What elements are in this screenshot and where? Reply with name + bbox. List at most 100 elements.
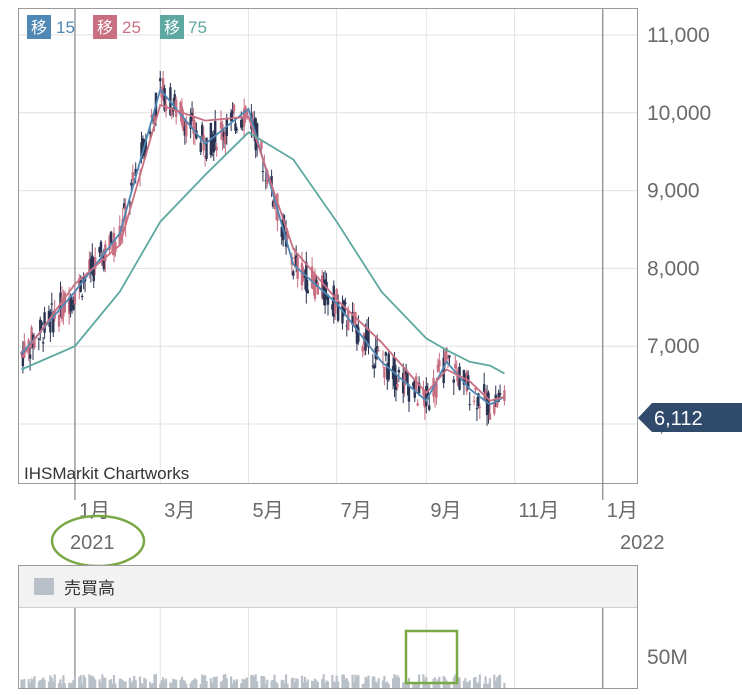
- volume-bar: [446, 683, 450, 688]
- volume-bar: [173, 679, 176, 688]
- candle-body: [383, 366, 386, 378]
- legend-chip-25: [93, 15, 117, 39]
- candle-body: [433, 394, 437, 397]
- candle-body: [465, 371, 469, 392]
- volume-bar: [189, 683, 192, 688]
- x-tick-label: 1月: [607, 500, 638, 522]
- candle-body: [347, 310, 350, 331]
- volume-bar: [394, 676, 398, 688]
- candle-body: [271, 201, 275, 207]
- candle-body: [134, 168, 137, 176]
- candle-body: [344, 302, 347, 305]
- volume-bar: [37, 681, 40, 688]
- volume-bar: [273, 674, 276, 688]
- volume-bar: [39, 679, 42, 688]
- candle-body: [315, 279, 318, 284]
- candle-body: [316, 282, 320, 295]
- volume-bar: [331, 674, 334, 688]
- volume-bar: [332, 681, 335, 688]
- volume-bar: [485, 683, 489, 688]
- volume-bar: [99, 682, 103, 688]
- candle-body: [361, 346, 364, 352]
- candle-body: [442, 357, 445, 384]
- candle-body: [387, 353, 390, 380]
- candle-body: [443, 351, 447, 364]
- volume-bar: [426, 682, 429, 688]
- volume-bar: [180, 676, 184, 688]
- candle-body: [477, 393, 480, 406]
- candle-body: [72, 304, 75, 310]
- volume-bar: [396, 675, 399, 688]
- volume-bar: [33, 676, 36, 688]
- volume-bar: [159, 683, 162, 688]
- x-axis-labels: 1月 3月 5月 7月 9月 11月 1月: [79, 500, 638, 522]
- volume-bar: [325, 680, 328, 688]
- volume-bar: [303, 676, 306, 688]
- candle-body: [141, 138, 145, 157]
- candle-body: [417, 382, 421, 394]
- volume-bar: [465, 682, 468, 688]
- volume-bar: [266, 679, 269, 688]
- volume-header-bar: [19, 566, 637, 607]
- candle-body: [294, 255, 298, 267]
- volume-bar: [163, 680, 166, 688]
- volume-bar: [271, 680, 275, 688]
- candle-body: [261, 171, 265, 173]
- volume-bar: [467, 682, 470, 688]
- candle-body: [475, 408, 479, 410]
- legend-number-15: 15: [56, 18, 75, 37]
- volume-bars: [20, 674, 506, 688]
- legend-chip-75: [160, 15, 184, 39]
- volume-bar: [102, 677, 105, 688]
- volume-bar: [282, 679, 285, 688]
- candle-body: [270, 176, 273, 188]
- candle-body: [203, 155, 207, 158]
- candle-body: [495, 401, 499, 408]
- candle-body: [394, 375, 398, 391]
- volume-gridlines: [74, 608, 604, 688]
- y-tick-label: 7,000: [647, 335, 700, 358]
- candle-body: [131, 172, 134, 181]
- candle-body: [112, 233, 116, 256]
- candle-body: [354, 311, 357, 328]
- volume-bar: [253, 676, 256, 688]
- candle-body: [70, 299, 74, 304]
- candle-body: [412, 382, 415, 387]
- candle-body: [293, 256, 296, 259]
- volume-bar: [231, 683, 234, 688]
- candle-body: [99, 241, 103, 253]
- candle-body: [367, 328, 370, 348]
- volume-legend-label: 売買高: [64, 579, 115, 598]
- volume-bar: [183, 680, 186, 688]
- chartworks-watermark: IHSMarkit Chartworks: [24, 464, 189, 483]
- volume-bar: [397, 677, 400, 688]
- volume-bar: [185, 683, 188, 688]
- volume-bar: [81, 683, 84, 688]
- candle-body: [260, 140, 263, 149]
- volume-bar: [475, 682, 479, 688]
- volume-bar: [458, 677, 461, 688]
- volume-bar: [403, 682, 406, 688]
- volume-bar: [232, 679, 236, 688]
- volume-bar: [347, 681, 350, 688]
- candle-body: [406, 373, 409, 385]
- candle-body: [438, 360, 441, 367]
- candle-body: [474, 388, 477, 390]
- candle-body: [163, 87, 166, 111]
- volume-bar: [493, 674, 496, 688]
- volume-bar: [386, 681, 389, 688]
- volume-bar: [416, 682, 419, 688]
- current-price-tag: 6,112: [638, 403, 742, 432]
- candle-body: [93, 257, 97, 269]
- volume-bar: [112, 674, 116, 688]
- volume-bar: [164, 678, 168, 688]
- candle-body: [325, 281, 328, 289]
- volume-bar: [245, 677, 249, 688]
- volume-bar: [250, 675, 253, 688]
- candle-body: [118, 225, 121, 246]
- candle-body: [493, 402, 496, 414]
- candle-body: [192, 116, 195, 134]
- candle-body: [193, 122, 197, 136]
- candle-body: [185, 121, 188, 137]
- volume-bar: [70, 682, 74, 688]
